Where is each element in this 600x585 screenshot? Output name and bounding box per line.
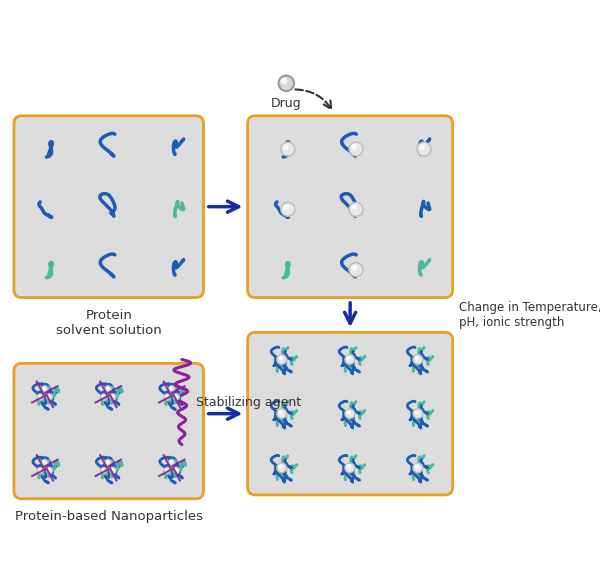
Circle shape — [101, 394, 107, 400]
Circle shape — [110, 467, 116, 473]
Circle shape — [279, 357, 282, 360]
Circle shape — [413, 409, 423, 418]
Circle shape — [281, 142, 295, 156]
Circle shape — [102, 469, 104, 470]
Text: Protein
solvent solution: Protein solvent solution — [56, 309, 161, 337]
Circle shape — [106, 387, 109, 389]
Circle shape — [279, 465, 282, 468]
Circle shape — [169, 459, 175, 466]
Circle shape — [347, 465, 350, 468]
Circle shape — [413, 463, 423, 473]
Circle shape — [347, 411, 350, 414]
Circle shape — [417, 142, 431, 156]
Circle shape — [43, 460, 45, 463]
Text: Stabilizing agent: Stabilizing agent — [196, 395, 301, 408]
Circle shape — [173, 394, 179, 400]
Circle shape — [284, 205, 288, 209]
Circle shape — [48, 469, 50, 470]
Circle shape — [164, 394, 170, 400]
Circle shape — [352, 205, 356, 209]
Circle shape — [281, 78, 287, 84]
Circle shape — [415, 411, 418, 414]
Circle shape — [166, 469, 167, 470]
FancyBboxPatch shape — [248, 116, 452, 298]
Circle shape — [173, 467, 179, 473]
Circle shape — [105, 386, 112, 392]
Circle shape — [352, 266, 356, 270]
Circle shape — [420, 145, 424, 149]
Circle shape — [111, 395, 113, 397]
Circle shape — [345, 409, 355, 418]
Circle shape — [41, 386, 48, 392]
Circle shape — [164, 467, 170, 474]
Circle shape — [105, 459, 112, 466]
Circle shape — [277, 409, 287, 418]
Circle shape — [110, 394, 116, 400]
Text: Protein-based Nanoparticles: Protein-based Nanoparticles — [15, 510, 203, 524]
Circle shape — [166, 395, 167, 397]
Circle shape — [415, 465, 418, 468]
FancyBboxPatch shape — [14, 116, 203, 298]
Circle shape — [277, 355, 287, 364]
Circle shape — [345, 463, 355, 473]
Circle shape — [37, 467, 43, 474]
Circle shape — [101, 467, 107, 474]
Circle shape — [175, 395, 176, 397]
Circle shape — [279, 411, 282, 414]
Circle shape — [415, 357, 418, 360]
FancyBboxPatch shape — [248, 332, 452, 495]
Circle shape — [38, 395, 40, 397]
Circle shape — [170, 460, 172, 463]
Text: Change in Temperature,
pH, ionic strength: Change in Temperature, pH, ionic strengt… — [459, 301, 600, 329]
Circle shape — [347, 357, 350, 360]
Circle shape — [46, 467, 53, 473]
FancyBboxPatch shape — [14, 363, 203, 499]
Circle shape — [284, 145, 288, 149]
Circle shape — [43, 387, 45, 389]
Text: Drug: Drug — [271, 97, 302, 110]
Circle shape — [349, 263, 363, 277]
Circle shape — [345, 355, 355, 364]
Circle shape — [41, 459, 48, 466]
Circle shape — [37, 394, 43, 400]
Circle shape — [281, 202, 295, 216]
Circle shape — [175, 469, 176, 470]
Circle shape — [111, 469, 113, 470]
Circle shape — [349, 202, 363, 216]
Circle shape — [170, 387, 172, 389]
Circle shape — [277, 463, 287, 473]
FancyArrowPatch shape — [295, 90, 331, 109]
Circle shape — [352, 145, 356, 149]
Circle shape — [349, 142, 363, 156]
Circle shape — [169, 386, 175, 392]
Circle shape — [102, 395, 104, 397]
Circle shape — [278, 75, 294, 91]
Circle shape — [48, 395, 50, 397]
Circle shape — [413, 355, 423, 364]
Circle shape — [46, 394, 53, 400]
Circle shape — [38, 469, 40, 470]
Circle shape — [106, 460, 109, 463]
